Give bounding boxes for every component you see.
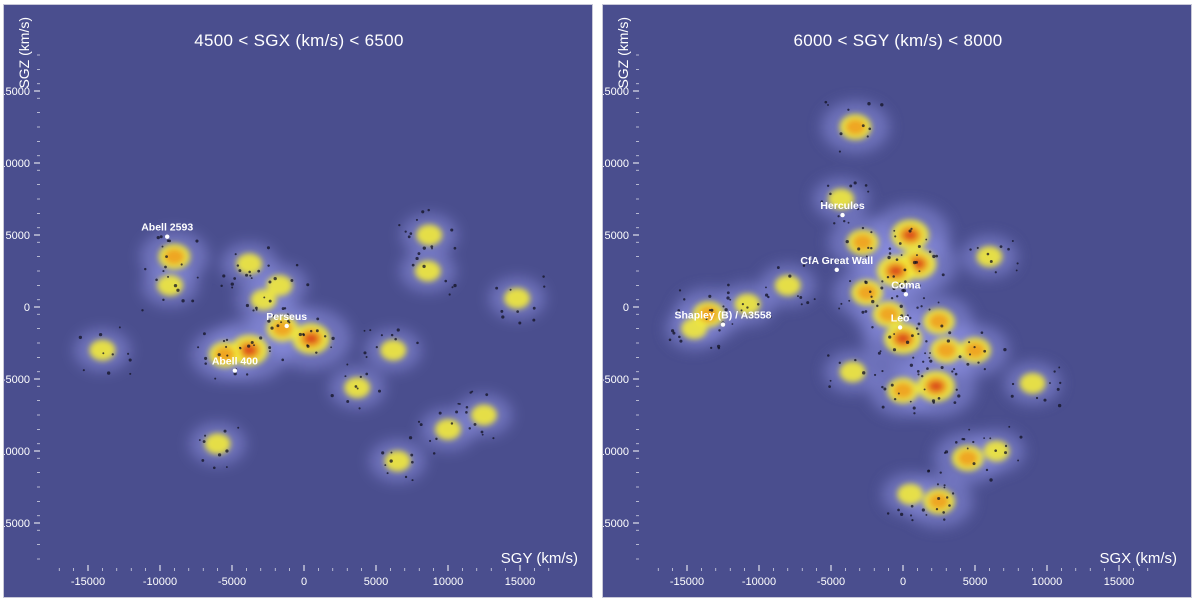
right-annotation-label: Hercules <box>820 200 865 212</box>
right-annotation-label: Shapley (B) / A3558 <box>674 310 771 322</box>
left-galaxy-points <box>78 208 546 482</box>
left-x-tick-label: 15000 <box>505 576 536 588</box>
left-structure-1 <box>157 274 184 296</box>
left-y-tick-label: -15000 <box>4 518 30 530</box>
left-structure-3 <box>266 274 293 296</box>
left-x-tick-label: 5000 <box>364 576 388 588</box>
right-x-tick-label: -10000 <box>742 576 776 588</box>
right-y-tick-label: 10000 <box>603 158 629 170</box>
left-annotation-2: Abell 400 <box>212 356 258 373</box>
left-density-structures <box>89 224 531 472</box>
left-annotation-0: Abell 2593 <box>141 222 193 239</box>
left-map: 15000 10000 5000 0 -5000 -10000 -15000 -15000 -1… <box>4 5 592 597</box>
left-annotation-1: Perseus <box>266 311 307 329</box>
left-panel-title: 4500 < SGX (km/s) < 6500 <box>194 31 404 50</box>
left-x-tick-label: 10000 <box>433 576 464 588</box>
right-galaxy-points <box>668 100 1062 522</box>
left-x-tick-label: -10000 <box>143 576 177 588</box>
right-y-tick-label: -15000 <box>603 518 629 530</box>
right-annotation-label: Coma <box>891 279 920 291</box>
right-y-axis-label: SGZ (km/s) <box>615 17 631 89</box>
left-x-tick-label: 0 <box>301 576 307 588</box>
left-annotation-label: Perseus <box>266 311 307 323</box>
left-y-tick-label: 15000 <box>4 86 30 98</box>
left-y-tick-label: 0 <box>24 302 30 314</box>
left-annotation-label: Abell 400 <box>212 356 258 368</box>
right-y-tick-label: 15000 <box>603 86 629 98</box>
right-structure-12 <box>917 370 956 402</box>
left-structure-15 <box>204 433 231 455</box>
right-annotation-3: Leo <box>891 312 910 330</box>
left-structure-10 <box>414 260 441 282</box>
left-structure-17 <box>380 339 407 361</box>
left-y-tick-label: 10000 <box>4 158 30 170</box>
right-annotation-1: CfA Great Wall <box>800 255 873 272</box>
left-structure-13 <box>384 450 411 472</box>
right-structure-10 <box>930 337 963 364</box>
left-structure-0 <box>158 243 191 270</box>
right-structure-5 <box>876 255 915 287</box>
right-annotation-2: Coma <box>891 279 921 297</box>
left-structure-5 <box>292 323 331 355</box>
left-structure-18 <box>250 289 277 311</box>
right-structure-14 <box>1019 372 1046 394</box>
left-y-tick-label: 5000 <box>6 230 30 242</box>
left-structure-2 <box>236 253 263 275</box>
right-structure-20 <box>951 445 984 472</box>
right-structure-2 <box>846 229 879 256</box>
left-structure-11 <box>471 404 497 426</box>
right-structure-18 <box>774 274 801 296</box>
left-y-axis-label: SGZ (km/s) <box>16 17 32 89</box>
left-structure-7 <box>208 341 241 368</box>
right-structure-23 <box>897 483 924 505</box>
right-structure-22 <box>923 488 955 515</box>
left-x-tick-label: -15000 <box>71 576 105 588</box>
left-panel: 15000 10000 5000 0 -5000 -10000 -15000 -15000 -1… <box>3 4 593 598</box>
right-structure-0 <box>839 114 872 140</box>
right-annotation-4: Shapley (B) / A3558 <box>674 310 772 327</box>
left-structure-9 <box>416 224 443 246</box>
right-structure-9 <box>872 301 905 328</box>
right-x-tick-label: 10000 <box>1032 576 1063 588</box>
right-structure-1 <box>828 188 855 210</box>
right-annotation-0: Hercules <box>820 200 865 218</box>
right-annotation-label: Leo <box>891 312 910 324</box>
right-y-tick-label: -10000 <box>603 446 629 458</box>
right-structure-17 <box>734 293 761 315</box>
right-panel-title: 6000 < SGY (km/s) < 8000 <box>793 31 1003 50</box>
right-structure-24 <box>839 361 866 383</box>
right-map: 15000 10000 5000 0 -5000 -10000 -15000 -15000 -1… <box>603 5 1191 597</box>
left-x-axis-label: SGY (km/s) <box>500 550 578 567</box>
right-structure-7 <box>923 308 955 335</box>
right-x-tick-label: 15000 <box>1104 576 1135 588</box>
left-x-tick-label: -5000 <box>218 576 246 588</box>
left-structure-16 <box>504 287 531 309</box>
right-x-tick-label: 5000 <box>963 576 987 588</box>
left-structure-12 <box>435 418 461 440</box>
left-annotation-label: Abell 2593 <box>141 222 193 234</box>
right-annotation-label: CfA Great Wall <box>800 255 873 267</box>
right-structure-3 <box>891 219 930 251</box>
right-structure-13 <box>887 377 919 404</box>
right-x-tick-label: -15000 <box>670 576 704 588</box>
right-structure-15 <box>976 246 1003 268</box>
left-y-tick-label: -5000 <box>4 374 30 386</box>
right-panel: 15000 10000 5000 0 -5000 -10000 -15000 -15000 -1… <box>602 4 1192 598</box>
right-x-tick-label: -5000 <box>817 576 845 588</box>
left-y-tick-label: -10000 <box>4 446 30 458</box>
right-structure-11 <box>959 337 991 364</box>
right-x-axis-label: SGX (km/s) <box>1099 550 1178 567</box>
right-x-tick-label: 0 <box>900 576 906 588</box>
left-structure-14 <box>89 339 116 361</box>
right-y-tick-label: 0 <box>623 302 629 314</box>
right-y-tick-label: -5000 <box>603 374 629 386</box>
right-y-tick-label: 5000 <box>605 230 629 242</box>
right-structure-19 <box>681 318 708 340</box>
